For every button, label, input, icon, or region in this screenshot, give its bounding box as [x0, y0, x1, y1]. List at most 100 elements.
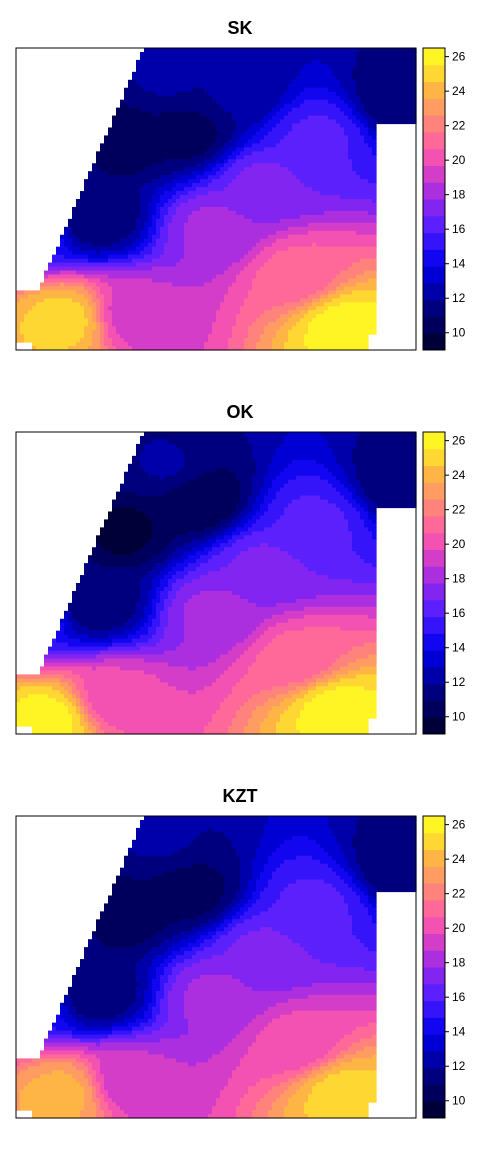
map-cell	[192, 155, 197, 160]
map-cell	[228, 274, 233, 280]
map-cell	[244, 48, 249, 53]
map-cell	[156, 250, 161, 256]
map-cell	[60, 294, 65, 299]
map-cell	[92, 214, 97, 220]
map-cell	[212, 187, 217, 192]
map-cell	[260, 278, 265, 284]
map-cell	[344, 71, 349, 77]
map-cell	[332, 159, 337, 164]
map-cell	[376, 51, 381, 57]
map-cell	[360, 302, 365, 307]
map-cell	[124, 202, 129, 208]
map-cell	[340, 258, 345, 264]
map-cell	[120, 123, 125, 129]
map-cell	[392, 55, 397, 61]
map-cell	[288, 151, 293, 156]
map-cell	[292, 95, 297, 101]
map-cell	[108, 218, 113, 224]
map-cell	[244, 67, 249, 73]
map-cell	[384, 91, 389, 97]
map-cell	[164, 183, 169, 188]
map-cell	[196, 250, 201, 256]
map-cell	[108, 258, 113, 264]
map-cell	[296, 191, 301, 196]
map-cell	[216, 278, 221, 284]
map-cell	[372, 222, 377, 228]
map-cell	[124, 234, 129, 240]
map-cell	[156, 246, 161, 252]
map-cell	[220, 159, 225, 164]
map-cell	[364, 139, 369, 144]
map-cell	[56, 278, 61, 284]
map-cell	[336, 171, 341, 176]
map-cell	[324, 155, 329, 160]
map-cell	[148, 139, 153, 144]
map-cell	[180, 286, 185, 291]
map-cell	[288, 67, 293, 73]
map-cell	[236, 286, 241, 291]
map-cell	[164, 107, 169, 113]
map-cell	[356, 254, 361, 260]
map-cell	[340, 214, 345, 220]
map-cell	[200, 298, 205, 303]
map-cell	[252, 155, 257, 160]
map-cell	[88, 191, 93, 196]
map-cell	[168, 278, 173, 284]
map-cell	[264, 151, 269, 156]
map-cell	[140, 298, 145, 303]
map-cell	[188, 167, 193, 172]
map-cell	[304, 79, 309, 85]
map-cell	[340, 99, 345, 105]
map-cell	[308, 151, 313, 156]
map-cell	[288, 155, 293, 160]
map-cell	[64, 298, 69, 303]
map-cell	[172, 48, 177, 53]
map-cell	[104, 274, 109, 280]
map-cell	[320, 202, 325, 208]
map-cell	[312, 222, 317, 228]
map-cell	[280, 294, 285, 299]
map-cell	[196, 242, 201, 248]
map-cell	[232, 202, 237, 208]
map-cell	[348, 234, 353, 240]
map-cell	[276, 206, 281, 212]
map-cell	[288, 167, 293, 172]
map-cell	[128, 238, 133, 244]
map-cell	[116, 278, 121, 284]
map-cell	[364, 246, 369, 252]
map-cell	[336, 210, 341, 216]
map-cell	[188, 111, 193, 117]
map-cell	[168, 135, 173, 140]
map-cell	[272, 258, 277, 264]
map-cell	[272, 67, 277, 73]
map-cell	[140, 183, 145, 188]
map-cell	[144, 75, 149, 81]
map-cell	[252, 250, 257, 256]
map-cell	[360, 67, 365, 73]
map-cell	[300, 199, 305, 204]
map-cell	[164, 63, 169, 69]
map-cell	[100, 179, 105, 184]
map-cell	[180, 107, 185, 113]
map-cell	[240, 214, 245, 220]
map-cell	[364, 95, 369, 101]
map-cell	[284, 115, 289, 121]
map-cell	[204, 210, 209, 216]
map-cell	[76, 286, 81, 291]
map-cell	[224, 51, 229, 57]
map-cell	[136, 258, 141, 264]
map-cell	[116, 298, 121, 303]
map-cell	[96, 206, 101, 212]
map-cell	[224, 210, 229, 216]
map-cell	[356, 242, 361, 248]
map-cell	[308, 238, 313, 244]
map-cell	[256, 195, 261, 200]
map-cell	[156, 48, 161, 53]
map-cell	[308, 278, 313, 284]
map-cell	[184, 294, 189, 299]
map-cell	[344, 87, 349, 93]
map-cell	[204, 115, 209, 121]
map-cell	[176, 226, 181, 232]
map-cell	[136, 155, 141, 160]
map-cell	[332, 246, 337, 252]
